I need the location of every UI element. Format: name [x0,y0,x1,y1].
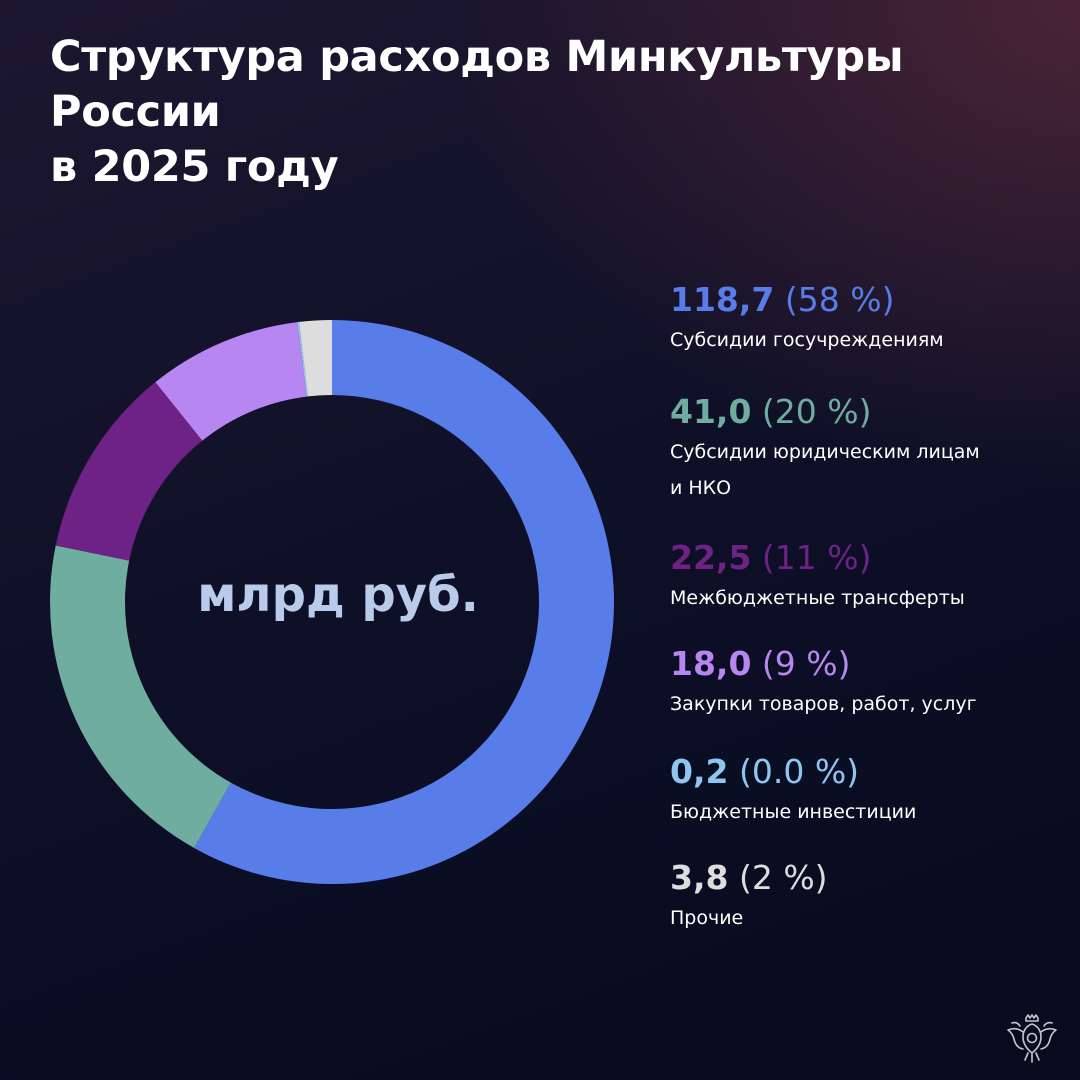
legend-value-row: 3,8 (2 %) [670,858,1070,898]
legend-item-5: 0,2 (0.0 %) Бюджетные инвестиции [670,752,1070,830]
legend-item-6: 3,8 (2 %) Прочие [670,858,1070,936]
legend-label-line: Прочие [670,907,744,929]
legend-label: Субсидии госучреждениям [670,322,1070,358]
legend-percent: (11 %) [761,538,872,577]
legend-label: Бюджетные инвестиции [670,794,1070,830]
page-title: Структура расходов Минкультуры России в … [50,30,1050,195]
legend-value: 22,5 [670,538,752,577]
legend-value: 118,7 [670,280,775,319]
legend-value-row: 118,7 (58 %) [670,280,1070,320]
legend-value-row: 22,5 (11 %) [670,538,1070,578]
legend-label-line: Закупки товаров, работ, услуг [670,693,977,715]
legend-item-1: 118,7 (58 %) Субсидии госучреждениям [670,280,1070,358]
legend-percent: (0.0 %) [738,752,860,791]
center-label: млрд руб. [197,567,479,623]
legend-label-line: Бюджетные инвестиции [670,801,917,823]
legend-value: 18,0 [670,644,752,683]
legend-label-line: Субсидии юридическим лицам [670,441,980,463]
legend-item-3: 22,5 (11 %) Межбюджетные трансферты [670,538,1070,616]
legend-value: 3,8 [670,858,729,897]
legend-label: Прочие [670,900,1070,936]
donut-slice-3 [55,382,203,561]
legend-label: Субсидии юридическим лицам и НКО [670,434,1070,506]
legend-value: 0,2 [670,752,729,791]
donut-slice-4 [155,322,307,441]
legend-label-line: и НКО [670,477,732,499]
donut-slice-1 [194,320,614,884]
legend-label: Межбюджетные трансферты [670,580,1070,616]
legend-label-line: Межбюджетные трансферты [670,587,965,609]
title-line-1: Структура расходов Минкультуры России [50,32,904,137]
legend-value-row: 0,2 (0.0 %) [670,752,1070,792]
legend-label: Закупки товаров, работ, услуг [670,686,1070,722]
double-headed-eagle-icon [1007,1014,1057,1063]
legend-value-row: 41,0 (20 %) [670,392,1070,432]
legend-percent: (9 %) [761,644,851,683]
donut-slice-6 [299,320,332,397]
legend-value-row: 18,0 (9 %) [670,644,1070,684]
legend-percent: (20 %) [761,392,872,431]
legend-item-4: 18,0 (9 %) Закупки товаров, работ, услуг [670,644,1070,722]
legend-percent: (2 %) [738,858,828,897]
legend-value: 41,0 [670,392,752,431]
donut-slice-5 [297,321,308,397]
legend-percent: (58 %) [784,280,895,319]
title-line-2: в 2025 году [50,142,339,192]
donut-slice-2 [50,545,231,849]
legend-item-2: 41,0 (20 %) Субсидии юридическим лицам и… [670,392,1070,506]
donut-chart [50,320,614,884]
legend-label-line: Субсидии госучреждениям [670,329,944,351]
